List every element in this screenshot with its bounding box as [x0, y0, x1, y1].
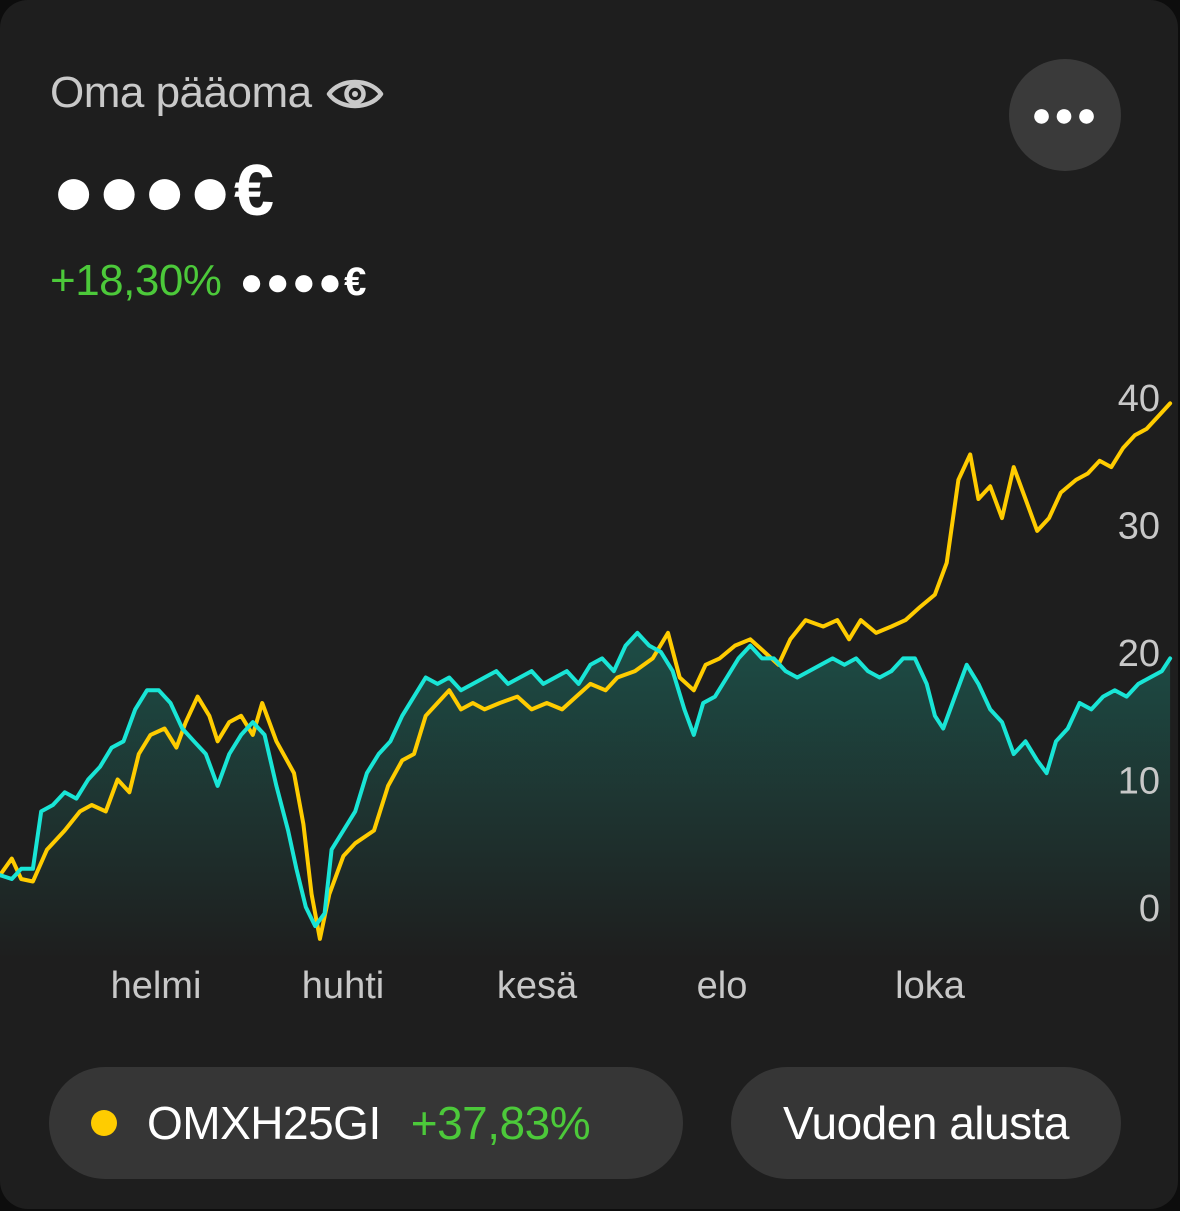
portfolio-area [0, 632, 1171, 960]
y-tick-label: 0 [1139, 888, 1160, 930]
benchmark-change: +37,83% [410, 1097, 591, 1149]
y-tick-label: 40 [1118, 378, 1160, 420]
performance-chart[interactable]: 0 10 20 30 40 helmi huhti kesä elo loka [0, 360, 1178, 1020]
card-title: Oma pääoma [50, 68, 312, 117]
period-label: Vuoden alusta [783, 1097, 1069, 1149]
change-percent: +18,30% [50, 256, 222, 305]
more-horizontal-icon: ●●● [1031, 96, 1099, 134]
benchmark-name: OMXH25GI [147, 1097, 381, 1149]
x-tick-label: loka [895, 965, 966, 1007]
y-tick-label: 10 [1118, 761, 1160, 803]
change-amount-masked: ●●●●€ [239, 260, 369, 304]
benchmark-selector[interactable]: OMXH25GI +37,83% [49, 1067, 683, 1179]
index-line [0, 401, 1173, 941]
eye-icon[interactable] [326, 74, 384, 114]
y-tick-label: 20 [1118, 633, 1160, 675]
x-tick-label: helmi [111, 965, 202, 1007]
x-tick-label: elo [697, 965, 748, 1007]
period-selector[interactable]: Vuoden alusta [731, 1067, 1121, 1179]
change-row: +18,30% ●●●●€ [50, 256, 368, 306]
x-tick-label: huhti [302, 965, 384, 1007]
title-row: Oma pääoma [50, 68, 384, 118]
equity-value-masked: ●●●●€ [52, 151, 276, 231]
portfolio-line [0, 630, 1173, 929]
legend-dot [91, 1110, 117, 1136]
y-tick-label: 30 [1118, 506, 1160, 548]
more-options-button[interactable]: ●●● [1009, 59, 1121, 171]
x-tick-label: kesä [497, 965, 578, 1007]
